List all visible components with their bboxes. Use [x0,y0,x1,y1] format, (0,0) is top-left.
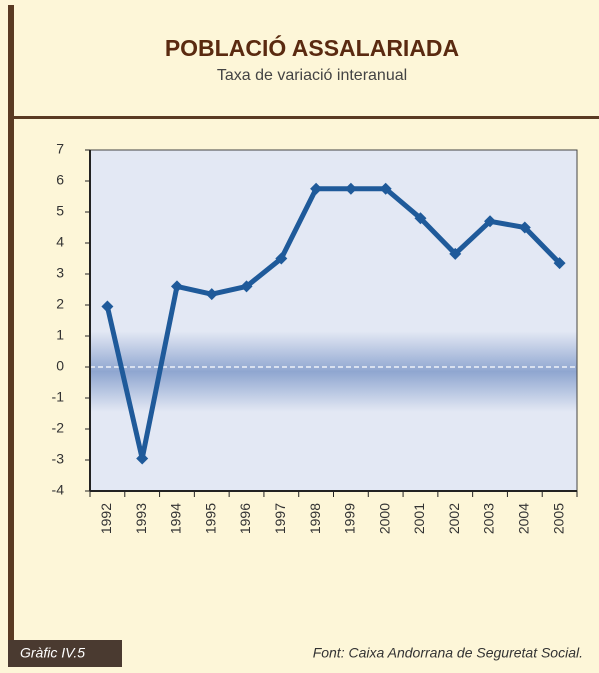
x-tick-label: 1999 [342,503,358,534]
y-tick-label: 4 [56,234,64,250]
x-tick-label: 1995 [202,503,218,534]
side-bar [8,5,14,665]
data-point [553,257,566,270]
y-tick-label: 2 [56,296,64,312]
x-tick-label: 2004 [516,503,532,534]
x-tick-label: 1998 [307,503,323,534]
x-tick-label: 1996 [237,503,253,534]
data-point [449,247,462,260]
data-point [310,182,323,195]
x-tick-label: 2003 [481,503,497,534]
data-point [205,288,218,301]
data-point [344,182,357,195]
x-tick-label: 2002 [446,503,462,534]
data-point [275,252,288,265]
y-tick-label: -4 [52,482,65,498]
y-tick-label: -1 [52,389,65,405]
y-tick-label: -3 [52,451,65,467]
y-tick-label: 0 [56,358,64,374]
x-tick-label: 1997 [272,503,288,534]
x-tick-label: 1994 [168,503,184,534]
y-tick-label: 6 [56,172,64,188]
x-tick-label: 2000 [376,503,392,534]
y-tick-label: 3 [56,265,64,281]
zero-band [90,331,577,412]
x-tick-label: 2001 [411,503,427,534]
y-tick-label: -2 [52,420,65,436]
data-point [414,212,427,225]
chart-title: POBLACIÓ ASSALARIADA [165,34,459,61]
plot-area [90,150,577,491]
x-tick-label: 2005 [550,503,566,534]
data-point [136,452,149,465]
data-point [240,280,253,293]
data-point [170,280,183,293]
figure-label: Gràfic IV.5 [20,645,85,661]
y-tick-label: 5 [56,203,64,219]
y-tick-label: 7 [56,141,64,157]
figure-label-box [8,640,122,667]
data-point [379,182,392,195]
data-point [518,221,531,234]
source: Font: Caixa Andorrana de Seguretat Socia… [313,645,583,661]
data-line [104,186,562,461]
x-tick-label: 1992 [98,503,114,534]
data-point [101,300,114,313]
header-rule [8,116,599,119]
chart-subtitle: Taxa de variació interanual [217,67,407,84]
data-point [484,215,497,228]
x-tick-label: 1993 [133,503,149,534]
y-tick-label: 1 [56,327,64,343]
